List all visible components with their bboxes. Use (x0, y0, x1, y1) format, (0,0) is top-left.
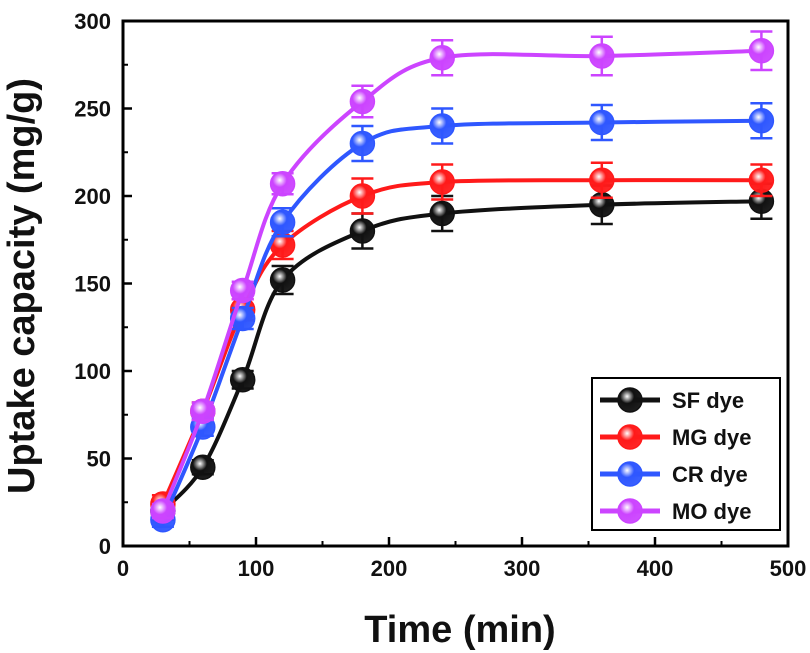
legend-label: SF dye (672, 388, 744, 413)
data-point (589, 43, 615, 69)
series-mo-dye (150, 30, 775, 524)
data-point (349, 183, 376, 209)
data-point (589, 109, 615, 136)
x-tick-label: 200 (371, 556, 408, 581)
y-tick-label: 100 (74, 359, 111, 384)
data-point (748, 38, 775, 64)
data-point (349, 88, 376, 115)
legend-entry: SF dye (600, 387, 744, 413)
data-point (229, 367, 256, 393)
data-point (190, 454, 216, 480)
legend-label: MO dye (672, 499, 751, 524)
data-point (229, 277, 256, 304)
y-tick-label: 300 (74, 9, 111, 34)
legend-entry: MO dye (600, 498, 751, 524)
data-point (349, 218, 376, 244)
y-tick-label: 150 (74, 272, 111, 297)
y-tick-label: 0 (99, 534, 111, 559)
y-tick-label: 50 (87, 447, 111, 472)
data-point (429, 45, 455, 71)
data-point (349, 130, 376, 157)
legend-entry: MG dye (600, 424, 751, 450)
data-point (269, 209, 296, 235)
x-tick-label: 0 (117, 556, 129, 581)
legend-marker (617, 387, 643, 413)
x-tick-label: 500 (770, 556, 807, 581)
x-tick-label: 100 (238, 556, 275, 581)
data-point (748, 108, 775, 134)
ticks-layer: 0 100 200 300 400 500 0 50 100 150 200 250 300 (74, 9, 806, 581)
x-tick-label: 400 (637, 556, 674, 581)
series-sf-dye (150, 182, 775, 524)
data-point (429, 200, 455, 227)
data-point (429, 113, 455, 139)
data-point (429, 169, 455, 195)
y-tick-label: 200 (74, 184, 111, 209)
y-axis-title: Uptake capacity (mg/g) (1, 78, 43, 494)
legend: SF dye MG dye CR dye MO dye (591, 377, 781, 531)
data-point (269, 171, 296, 197)
legend-marker (617, 498, 643, 524)
series-layer (150, 30, 775, 533)
data-point (269, 267, 296, 293)
y-tick-label: 250 (74, 97, 111, 122)
data-point (150, 498, 176, 524)
x-axis-title: Time (min) (364, 609, 555, 651)
legend-marker (617, 461, 643, 487)
data-point (589, 167, 615, 193)
legend-entry: CR dye (600, 461, 748, 487)
legend-marker (617, 424, 643, 450)
x-tick-label: 300 (504, 556, 541, 581)
data-point (748, 167, 775, 193)
data-point (190, 398, 216, 424)
legend-label: MG dye (672, 425, 751, 450)
legend-label: CR dye (672, 462, 748, 487)
